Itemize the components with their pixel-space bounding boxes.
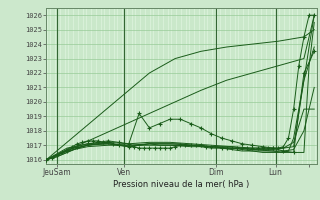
X-axis label: Pression niveau de la mer( hPa ): Pression niveau de la mer( hPa ): [114, 180, 250, 189]
